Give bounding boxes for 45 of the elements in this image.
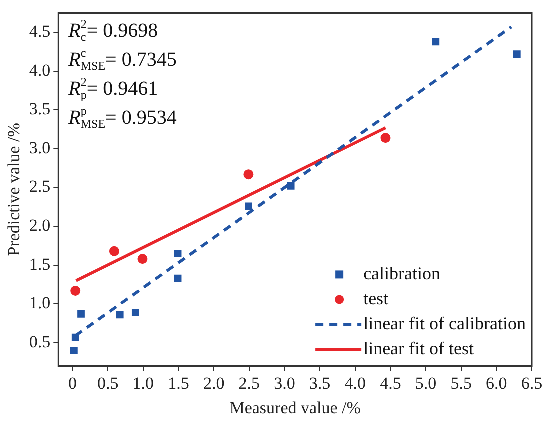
- point: [380, 133, 391, 144]
- point: [70, 286, 81, 296]
- point: [174, 250, 182, 258]
- point: [513, 50, 521, 58]
- x-tick-label: 3.5: [309, 374, 331, 393]
- x-tick-label: 0: [68, 374, 78, 393]
- legend-label: linear fit of calibration: [364, 313, 526, 334]
- y-tick-label: 3.5: [29, 100, 51, 119]
- point: [245, 202, 252, 210]
- x-tick-label: 4.0: [344, 374, 366, 393]
- point: [174, 274, 182, 282]
- x-tick-label: 4.5: [380, 374, 402, 393]
- point: [70, 347, 78, 354]
- x-tick-label: 1.0: [132, 374, 154, 393]
- point: [132, 308, 140, 316]
- point: [72, 334, 80, 342]
- y-tick-label: 4.5: [29, 22, 51, 42]
- y-tick-label: 4.0: [29, 60, 51, 80]
- y-axis-title: Predictive value /%: [4, 123, 24, 256]
- point: [78, 310, 85, 318]
- x-tick-label: 6.0: [486, 374, 508, 393]
- x-axis-title: Measured value /%: [230, 398, 361, 418]
- point: [109, 246, 120, 256]
- x-tick-label: 2.5: [238, 374, 260, 393]
- x-tick-label: 5.0: [415, 374, 437, 393]
- x-tick-label: 6.5: [521, 374, 543, 393]
- x-tick-label: 0.5: [97, 374, 119, 393]
- y-tick-label: 2.0: [29, 216, 51, 236]
- x-tick-label: 1.5: [168, 374, 190, 393]
- y-tick-label: 0.5: [29, 332, 51, 352]
- point: [116, 311, 124, 319]
- point: [244, 170, 254, 180]
- legend-label: test: [364, 288, 389, 308]
- x-tick-label: 2.0: [203, 374, 225, 393]
- y-tick-label: 1.5: [29, 254, 51, 274]
- legend-label: linear fit of test: [364, 338, 474, 358]
- y-tick-label: 2.5: [29, 177, 51, 196]
- legend-label: calibration: [364, 263, 441, 284]
- point: [287, 182, 295, 190]
- x-tick-label: 5.5: [450, 374, 472, 393]
- y-tick-label: 1.0: [29, 294, 51, 313]
- y-tick-label: 3.0: [29, 138, 51, 158]
- point: [138, 254, 148, 264]
- point: [432, 38, 440, 46]
- x-tick-label: 3.0: [274, 374, 296, 393]
